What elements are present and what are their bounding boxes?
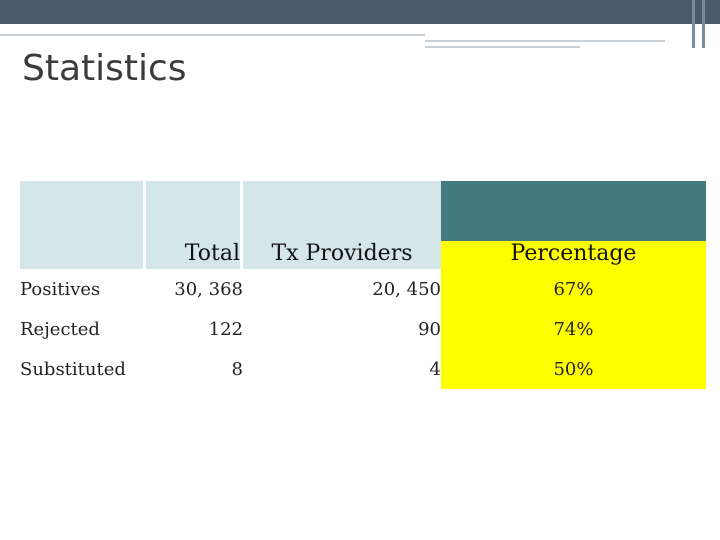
header-tx-providers: Tx Providers (243, 181, 441, 269)
header-rule (425, 40, 665, 42)
table-row: Substituted 8 4 50% (20, 349, 706, 389)
row-label: Substituted (20, 358, 126, 380)
row-label: Positives (20, 278, 101, 300)
cell-tx-providers: 4 (429, 358, 441, 380)
slide-title: Statistics (22, 48, 187, 89)
table-row: Rejected 122 90 74% (20, 309, 706, 349)
header-percentage: Percentage (441, 181, 706, 269)
top-bar-accent (702, 0, 705, 48)
statistics-table: Total Tx Providers Percentage Positives … (20, 181, 706, 389)
top-bar (0, 0, 720, 24)
header-total: Total (146, 181, 243, 269)
top-bar-accent (692, 0, 695, 48)
cell-total: 122 (208, 318, 243, 340)
cell-percentage: 67% (441, 269, 706, 309)
table-row: Positives 30, 368 20, 450 67% (20, 269, 706, 309)
cell-total: 30, 368 (174, 278, 243, 300)
table-header-row: Total Tx Providers Percentage (20, 181, 706, 269)
cell-percentage: 50% (441, 349, 706, 389)
cell-percentage: 74% (441, 309, 706, 349)
cell-total: 8 (231, 358, 243, 380)
row-label: Rejected (20, 318, 100, 340)
header-rule (425, 46, 580, 48)
header-corner-cell (20, 181, 146, 269)
header-rule (0, 34, 425, 36)
cell-tx-providers: 20, 450 (372, 278, 441, 300)
cell-tx-providers: 90 (418, 318, 441, 340)
